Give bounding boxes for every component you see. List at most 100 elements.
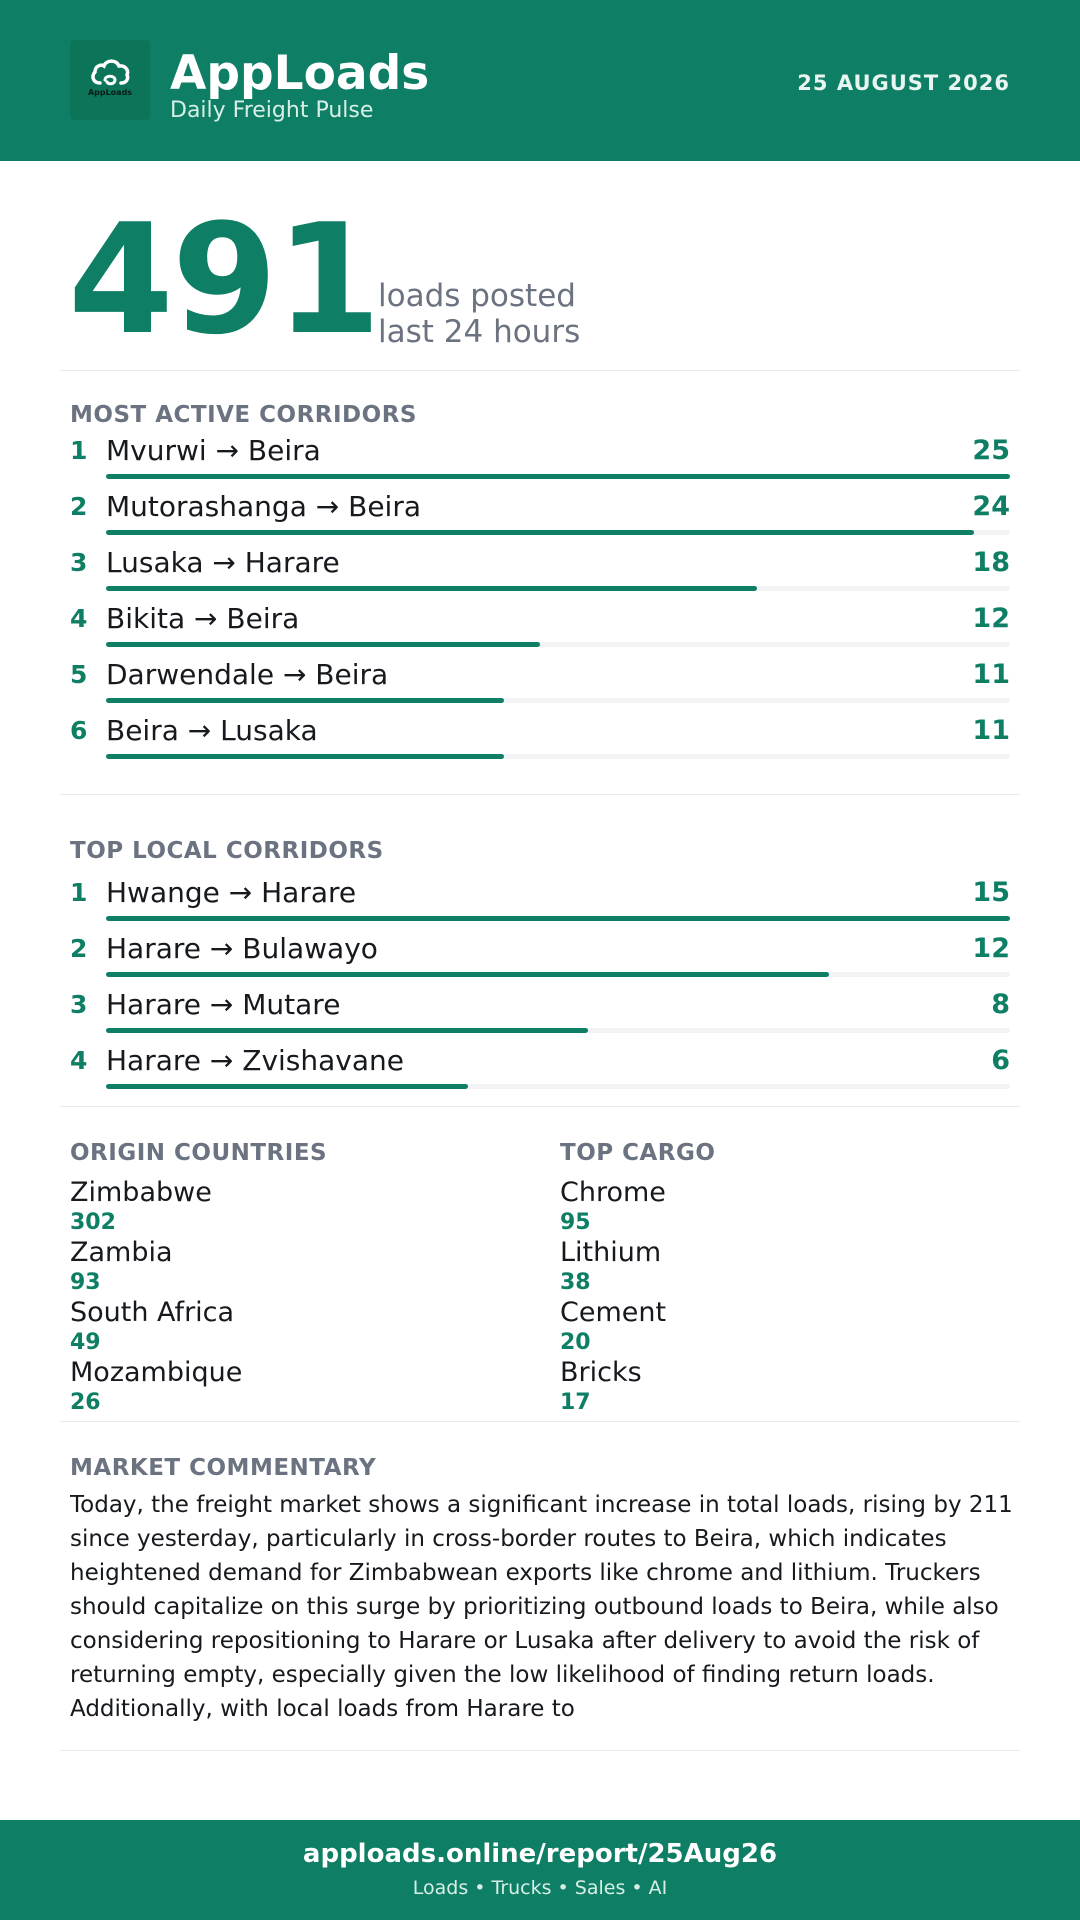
corridor-rank: 1 xyxy=(70,878,88,907)
most-active-corridor-row: 5 Darwendale → Beira 11 xyxy=(70,658,1010,712)
corridor-bar-track xyxy=(106,1028,1010,1033)
corridor-rank: 5 xyxy=(70,660,88,689)
corridor-count: 15 xyxy=(972,877,1010,908)
divider xyxy=(60,1106,1020,1107)
divider xyxy=(60,1750,1020,1751)
cargo-count: 95 xyxy=(560,1210,591,1235)
cargo-name: Chrome xyxy=(560,1177,666,1208)
country-name: Zimbabwe xyxy=(70,1177,212,1208)
divider xyxy=(60,1421,1020,1422)
total-loads-value: 491 xyxy=(68,191,381,368)
top-local-corridor-row: 1 Hwange → Harare 15 xyxy=(70,876,1010,930)
corridor-count: 12 xyxy=(972,933,1010,964)
list-item: Chrome 95 xyxy=(560,1177,1010,1237)
country-count: 93 xyxy=(70,1270,101,1295)
total-loads-label-line1: loads posted xyxy=(378,278,576,314)
corridor-rank: 4 xyxy=(70,1046,88,1075)
top-local-title: TOP LOCAL CORRIDORS xyxy=(70,838,384,864)
corridor-count: 18 xyxy=(972,547,1010,578)
corridor-count: 8 xyxy=(991,989,1010,1020)
corridor-bar-fill xyxy=(106,586,757,591)
corridor-bar-track xyxy=(106,698,1010,703)
corridor-bar-fill xyxy=(106,1084,468,1089)
corridor-bar-track xyxy=(106,916,1010,921)
report-link[interactable]: apploads.online/report/25Aug26 xyxy=(302,1839,778,1869)
list-item: Bricks 17 xyxy=(560,1357,1010,1417)
corridor-count: 12 xyxy=(972,603,1010,634)
logo-wordmark: AppLoads xyxy=(87,88,133,97)
corridor-bar-fill xyxy=(106,1028,589,1033)
list-item: Zimbabwe 302 xyxy=(70,1177,520,1237)
top-local-corridor-row: 4 Harare → Zvishavane 6 xyxy=(70,1044,1010,1098)
corridor-route: Darwendale → Beira xyxy=(106,658,389,691)
origin-countries-list: Zimbabwe 302 Zambia 93 South Africa 49 M… xyxy=(70,1177,520,1417)
corridor-bar-fill xyxy=(106,530,974,535)
total-loads-label: loads posted last 24 hours xyxy=(378,278,580,350)
cargo-count: 17 xyxy=(560,1390,591,1415)
header: AppLoads AppLoads Daily Freight Pulse 25… xyxy=(0,0,1080,161)
corridor-bar-track xyxy=(106,642,1010,647)
market-commentary-title: MARKET COMMENTARY xyxy=(70,1455,377,1481)
app-subtitle: Daily Freight Pulse xyxy=(170,98,374,123)
corridor-bar-fill xyxy=(106,972,830,977)
list-item: Zambia 93 xyxy=(70,1237,520,1297)
corridor-bar-track xyxy=(106,754,1010,759)
country-name: Mozambique xyxy=(70,1357,243,1388)
top-cargo-list: Chrome 95 Lithium 38 Cement 20 Bricks 17 xyxy=(560,1177,1010,1417)
country-count: 302 xyxy=(70,1210,116,1235)
most-active-title: MOST ACTIVE CORRIDORS xyxy=(70,402,417,428)
app-title: AppLoads xyxy=(170,46,430,101)
corridor-route: Mutorashanga → Beira xyxy=(106,490,421,523)
corridor-route: Hwange → Harare xyxy=(106,876,357,909)
most-active-corridor-row: 6 Beira → Lusaka 11 xyxy=(70,714,1010,768)
top-local-corridor-row: 2 Harare → Bulawayo 12 xyxy=(70,932,1010,986)
list-item: Cement 20 xyxy=(560,1297,1010,1357)
cargo-count: 38 xyxy=(560,1270,591,1295)
cargo-count: 20 xyxy=(560,1330,591,1355)
corridor-bar-fill xyxy=(106,916,1010,921)
corridor-rank: 2 xyxy=(70,934,88,963)
corridor-count: 11 xyxy=(972,659,1010,690)
cloud-icon xyxy=(91,59,130,86)
corridor-count: 6 xyxy=(991,1045,1010,1076)
most-active-corridor-row: 2 Mutorashanga → Beira 24 xyxy=(70,490,1010,544)
report-date: 25 AUGUST 2026 xyxy=(797,71,1010,95)
corridor-bar-track xyxy=(106,586,1010,591)
corridor-bar-fill xyxy=(106,698,504,703)
corridor-route: Harare → Zvishavane xyxy=(106,1044,404,1077)
corridor-count: 25 xyxy=(972,435,1010,466)
top-cargo-title: TOP CARGO xyxy=(560,1140,716,1166)
corridor-rank: 4 xyxy=(70,604,88,633)
corridor-route: Beira → Lusaka xyxy=(106,714,318,747)
country-name: Zambia xyxy=(70,1237,173,1268)
corridor-route: Mvurwi → Beira xyxy=(106,434,321,467)
corridor-bar-fill xyxy=(106,754,504,759)
corridor-rank: 1 xyxy=(70,436,88,465)
corridor-bar-track xyxy=(106,972,1010,977)
list-item: South Africa 49 xyxy=(70,1297,520,1357)
most-active-corridor-row: 3 Lusaka → Harare 18 xyxy=(70,546,1010,600)
divider xyxy=(60,370,1020,371)
list-item: Mozambique 26 xyxy=(70,1357,520,1417)
corridor-bar-track xyxy=(106,1084,1010,1089)
corridor-bar-track xyxy=(106,530,1010,535)
corridor-bar-fill xyxy=(106,642,540,647)
corridor-count: 24 xyxy=(972,491,1010,522)
corridor-bar-fill xyxy=(106,474,1010,479)
corridor-bar-track xyxy=(106,474,1010,479)
cargo-name: Cement xyxy=(560,1297,667,1328)
most-active-corridor-row: 1 Mvurwi → Beira 25 xyxy=(70,434,1010,488)
most-active-corridor-row: 4 Bikita → Beira 12 xyxy=(70,602,1010,656)
divider xyxy=(60,794,1020,795)
corridor-route: Bikita → Beira xyxy=(106,602,300,635)
footer-tagline: Loads • Trucks • Sales • AI xyxy=(412,1877,668,1899)
corridor-rank: 2 xyxy=(70,492,88,521)
corridor-rank: 6 xyxy=(70,716,88,745)
cargo-name: Bricks xyxy=(560,1357,642,1388)
footer: apploads.online/report/25Aug26 Loads • T… xyxy=(0,1820,1080,1920)
country-count: 26 xyxy=(70,1390,101,1415)
country-name: South Africa xyxy=(70,1297,235,1328)
total-loads-label-line2: last 24 hours xyxy=(378,314,581,350)
app-logo: AppLoads xyxy=(70,40,150,120)
corridor-route: Harare → Mutare xyxy=(106,988,341,1021)
